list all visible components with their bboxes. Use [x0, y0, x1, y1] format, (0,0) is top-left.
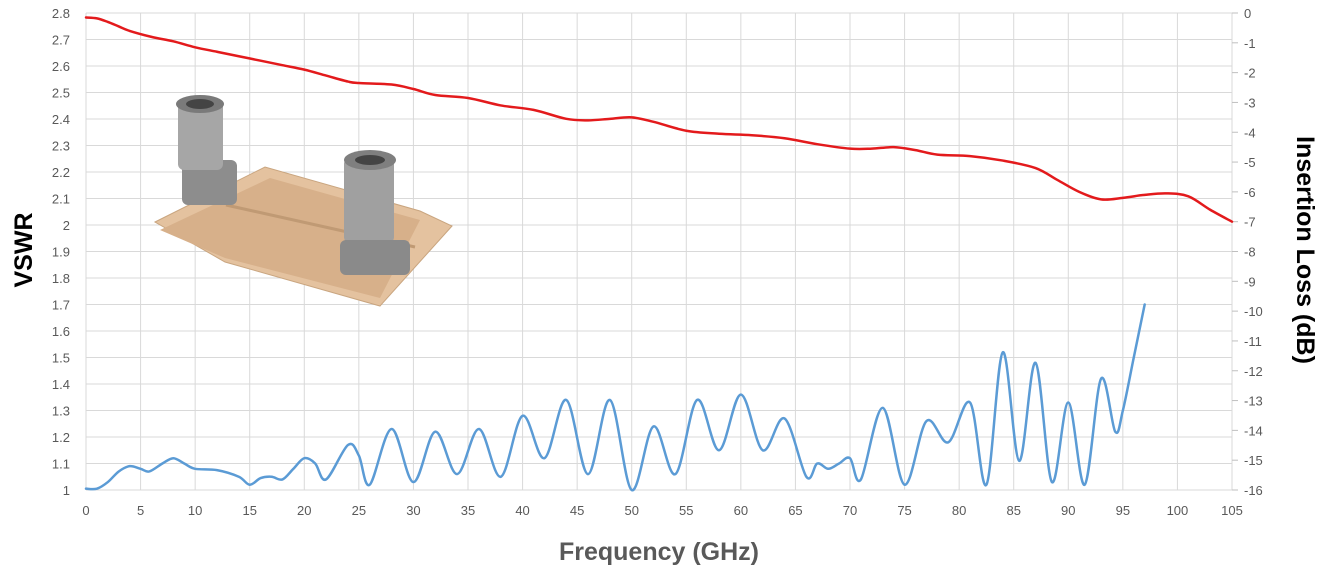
y-left-axis-title: VSWR: [10, 213, 38, 288]
x-tick-label: 85: [1006, 503, 1020, 518]
y-left-tick-label: 1.4: [52, 377, 70, 392]
y-left-tick-label: 1.2: [52, 430, 70, 445]
y-right-tick-label: -8: [1244, 245, 1256, 260]
x-tick-label: 65: [788, 503, 802, 518]
y-left-tick-label: 1.6: [52, 324, 70, 339]
x-tick-label: 15: [242, 503, 256, 518]
connector-photo: [153, 95, 453, 307]
y-right-tick-label: -10: [1244, 304, 1263, 319]
x-tick-label: 75: [897, 503, 911, 518]
y-right-tick-label: -1: [1244, 36, 1256, 51]
x-tick-label: 10: [188, 503, 202, 518]
x-tick-label: 60: [734, 503, 748, 518]
y-left-tick-labels: 1 1.1 1.2 1.3 1.4 1.5 1.6 1.7 1.8 1.9 2 2.1 2.2 2.3 2.…: [52, 6, 70, 498]
y-right-tick-labels: 0 -1 -2 -3 -4 -5 -6 -7 -8 -9 -10 -11 -12 -13 -14 -15 -16: [1244, 6, 1263, 498]
x-axis-title: Frequency (GHz): [559, 538, 759, 566]
y-left-tick-label: 1.9: [52, 245, 70, 260]
y-right-tick-label: -16: [1244, 483, 1263, 498]
y-left-tick-label: 1.1: [52, 457, 70, 472]
x-tick-label: 90: [1061, 503, 1075, 518]
x-tick-label: 100: [1167, 503, 1189, 518]
x-tick-label: 35: [461, 503, 475, 518]
y-right-tick-label: -11: [1244, 334, 1262, 349]
vswr-series-line: [84, 303, 1146, 492]
y-right-tick-label: -4: [1244, 125, 1256, 140]
x-tick-label: 80: [952, 503, 966, 518]
y-left-tick-label: 2.4: [52, 112, 70, 127]
y-left-tick-label: 2.1: [52, 192, 70, 207]
x-tick-label: 50: [624, 503, 638, 518]
y-right-tick-label: -9: [1244, 274, 1256, 289]
x-tick-labels: 0 5 10 15 20 25 30 35 40 45 50 55 60 65 70 75 80 85 90 95 10…: [82, 503, 1242, 518]
y-right-axis-title: Insertion Loss (dB): [1291, 136, 1319, 364]
y-right-tick-label: -6: [1244, 185, 1256, 200]
y-left-tick-label: 2.5: [52, 86, 70, 101]
x-tick-label: 25: [352, 503, 366, 518]
x-tick-label: 95: [1116, 503, 1130, 518]
y-right-tick-label: -14: [1244, 423, 1263, 438]
y-left-tick-label: 1.5: [52, 351, 70, 366]
x-tick-label: 105: [1221, 503, 1243, 518]
y-left-tick-label: 2.7: [52, 33, 70, 48]
y-right-tick-label: -2: [1244, 66, 1256, 81]
y-right-tick-label: -15: [1244, 453, 1263, 468]
y-right-tick-label: -3: [1244, 95, 1256, 110]
y-right-tick-label: -12: [1244, 364, 1263, 379]
y-right-tick-label: -5: [1244, 155, 1256, 170]
series-layer: [84, 16, 1234, 492]
x-tick-label: 70: [843, 503, 857, 518]
y-right-tick-label: -13: [1244, 394, 1263, 409]
x-tick-label: 0: [82, 503, 89, 518]
insertion-loss-series-line: [84, 16, 1234, 223]
x-tick-label: 40: [515, 503, 529, 518]
y-left-tick-label: 2.2: [52, 165, 70, 180]
y-right-tick-label: 0: [1244, 6, 1251, 21]
y-left-tick-label: 2.8: [52, 6, 70, 21]
x-tick-label: 20: [297, 503, 311, 518]
x-tick-label: 30: [406, 503, 420, 518]
y-left-tick-label: 1.3: [52, 404, 70, 419]
y-left-tick-label: 1: [63, 483, 70, 498]
y-right-tick-label: -7: [1244, 215, 1256, 230]
y-left-tick-label: 2.6: [52, 59, 70, 74]
x-tick-label: 45: [570, 503, 584, 518]
x-tick-label: 5: [137, 503, 144, 518]
y-left-tick-label: 1.7: [52, 298, 70, 313]
y-left-tick-label: 2.3: [52, 139, 70, 154]
x-tick-label: 55: [679, 503, 693, 518]
y-left-tick-label: 2: [63, 218, 70, 233]
y-left-tick-label: 1.8: [52, 271, 70, 286]
